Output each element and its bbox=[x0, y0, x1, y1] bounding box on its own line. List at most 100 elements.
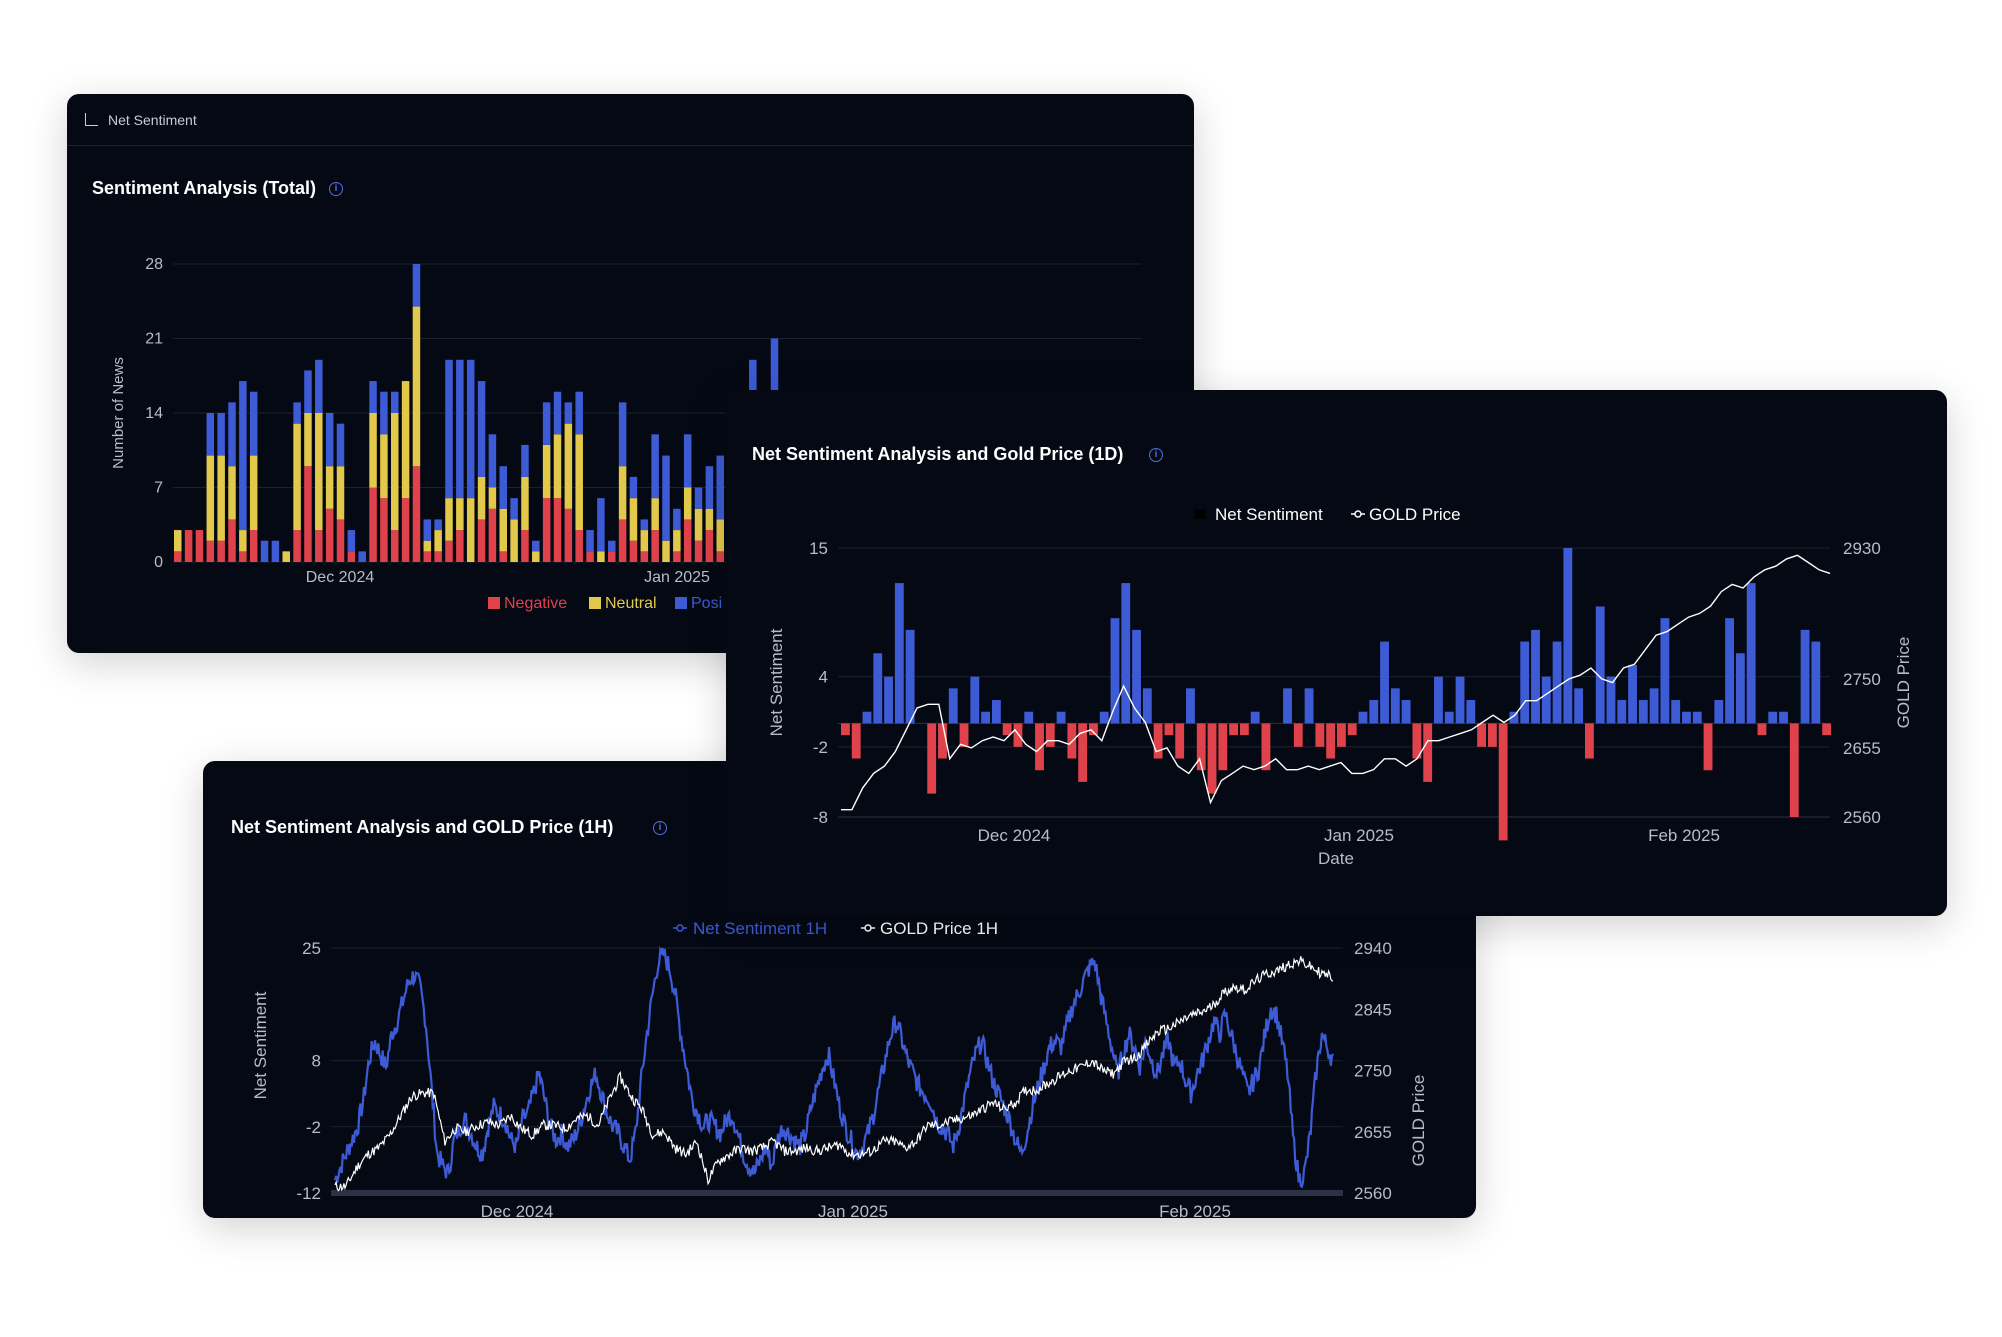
bar-neutral bbox=[499, 508, 507, 552]
bar-negative bbox=[1498, 723, 1508, 841]
bar-neutral bbox=[466, 498, 475, 562]
bar-positive bbox=[315, 359, 323, 413]
info-icon[interactable]: i bbox=[329, 182, 343, 196]
bar-negative bbox=[651, 530, 659, 562]
bar-positive bbox=[521, 444, 529, 477]
bar-negative bbox=[174, 551, 182, 562]
bar-negative bbox=[325, 508, 334, 562]
bar-neutral bbox=[282, 551, 290, 562]
bar-neutral bbox=[401, 381, 410, 499]
bar-positive bbox=[597, 498, 605, 552]
info-icon[interactable]: i bbox=[653, 821, 667, 835]
y-tick-label: 4 bbox=[819, 668, 828, 687]
bar-negative bbox=[195, 530, 204, 562]
bar-positive bbox=[1692, 711, 1702, 724]
bar-positive bbox=[1811, 641, 1821, 724]
legend-marker bbox=[1354, 510, 1362, 518]
y2-tick-label: 2750 bbox=[1354, 1062, 1392, 1081]
bar-positive bbox=[894, 583, 904, 724]
bar-negative bbox=[304, 466, 312, 562]
bar-positive bbox=[1725, 618, 1735, 724]
legend-label: Neutral bbox=[605, 595, 657, 612]
bar-negative bbox=[1347, 723, 1357, 736]
bar-neutral bbox=[228, 466, 236, 520]
y2-tick-label: 2655 bbox=[1354, 1123, 1392, 1142]
bar-negative bbox=[1089, 723, 1098, 736]
bar-negative bbox=[564, 508, 573, 562]
bar-negative bbox=[927, 723, 937, 794]
bar-positive bbox=[445, 359, 453, 499]
bar-positive bbox=[575, 391, 583, 435]
legend-label: Posi bbox=[691, 595, 722, 612]
bar-negative bbox=[217, 540, 225, 562]
bar-negative bbox=[347, 551, 356, 562]
bar-positive bbox=[1466, 700, 1476, 724]
bar-positive bbox=[1024, 711, 1034, 724]
bar-negative bbox=[1035, 723, 1044, 771]
bar-positive bbox=[1606, 676, 1616, 724]
legend-label: Negative bbox=[504, 595, 567, 612]
y-tick-label: 0 bbox=[154, 554, 163, 571]
y-tick-label: -2 bbox=[813, 738, 828, 757]
bar-positive bbox=[336, 423, 345, 467]
y-tick-label: 25 bbox=[302, 939, 321, 958]
bar-positive bbox=[1358, 711, 1368, 724]
y-tick-label: 8 bbox=[312, 1052, 321, 1071]
y2-tick-label: 2655 bbox=[1843, 739, 1881, 758]
bar-neutral bbox=[445, 498, 453, 541]
bar-positive bbox=[510, 498, 518, 520]
bar-negative bbox=[542, 498, 551, 562]
chart-title: Sentiment Analysis (Total) bbox=[92, 178, 317, 198]
bar-negative bbox=[184, 530, 193, 562]
bar-positive bbox=[1660, 618, 1670, 724]
bar-positive bbox=[1800, 629, 1810, 724]
y2-tick-label: 2560 bbox=[1843, 808, 1881, 827]
bar-positive bbox=[884, 676, 893, 724]
bar-positive bbox=[1250, 711, 1260, 724]
sentiment-daily-chart: 15 4 -2 -8 2930 2750 2655 2560 Net Sentiment GOLD… bbox=[767, 505, 1913, 868]
bar-positive bbox=[1444, 711, 1454, 724]
bar-positive bbox=[1380, 641, 1389, 724]
bar-positive bbox=[293, 402, 301, 424]
bar-positive bbox=[1369, 700, 1379, 724]
bar-neutral bbox=[477, 476, 486, 520]
info-icon[interactable]: i bbox=[1149, 448, 1163, 462]
y2-tick-label: 2560 bbox=[1354, 1184, 1392, 1203]
bar-positive bbox=[369, 381, 377, 413]
bar-neutral bbox=[293, 423, 301, 531]
bar-neutral bbox=[542, 444, 551, 499]
bar-negative bbox=[488, 508, 497, 562]
y-tick-label: -12 bbox=[296, 1184, 321, 1203]
y2-tick-label: 2845 bbox=[1354, 1000, 1392, 1019]
bar-negative bbox=[336, 519, 345, 562]
y-tick-label: 14 bbox=[145, 405, 163, 422]
bar-negative bbox=[1013, 723, 1023, 747]
bar-positive bbox=[608, 540, 616, 552]
gold-price-line bbox=[841, 554, 1831, 811]
bar-neutral bbox=[217, 455, 225, 541]
legend-label: GOLD Price bbox=[1369, 505, 1461, 524]
bar-positive bbox=[564, 402, 573, 424]
bar-negative bbox=[249, 530, 258, 562]
bar-negative bbox=[293, 530, 301, 562]
bar-negative bbox=[1261, 723, 1271, 771]
chart-icon bbox=[85, 113, 98, 126]
bar-negative bbox=[673, 551, 681, 562]
net-sentiment-1h-line bbox=[333, 945, 1334, 1189]
bar-negative bbox=[412, 466, 421, 562]
bar-positive bbox=[1595, 606, 1605, 724]
bar-positive bbox=[1455, 676, 1465, 724]
bar-negative bbox=[456, 530, 464, 562]
bar-positive bbox=[1682, 711, 1691, 724]
bar-positive bbox=[1617, 700, 1627, 724]
y2-tick-label: 2750 bbox=[1843, 670, 1881, 689]
bar-neutral bbox=[206, 455, 215, 541]
bar-negative bbox=[1164, 723, 1174, 736]
bar-negative bbox=[705, 530, 714, 562]
x-tick-label: Jan 2025 bbox=[818, 1202, 888, 1218]
bar-negative bbox=[851, 723, 861, 759]
bar-negative bbox=[716, 551, 724, 562]
bar-positive bbox=[640, 519, 649, 531]
bar-negative bbox=[1326, 723, 1336, 759]
bar-neutral bbox=[325, 466, 334, 509]
